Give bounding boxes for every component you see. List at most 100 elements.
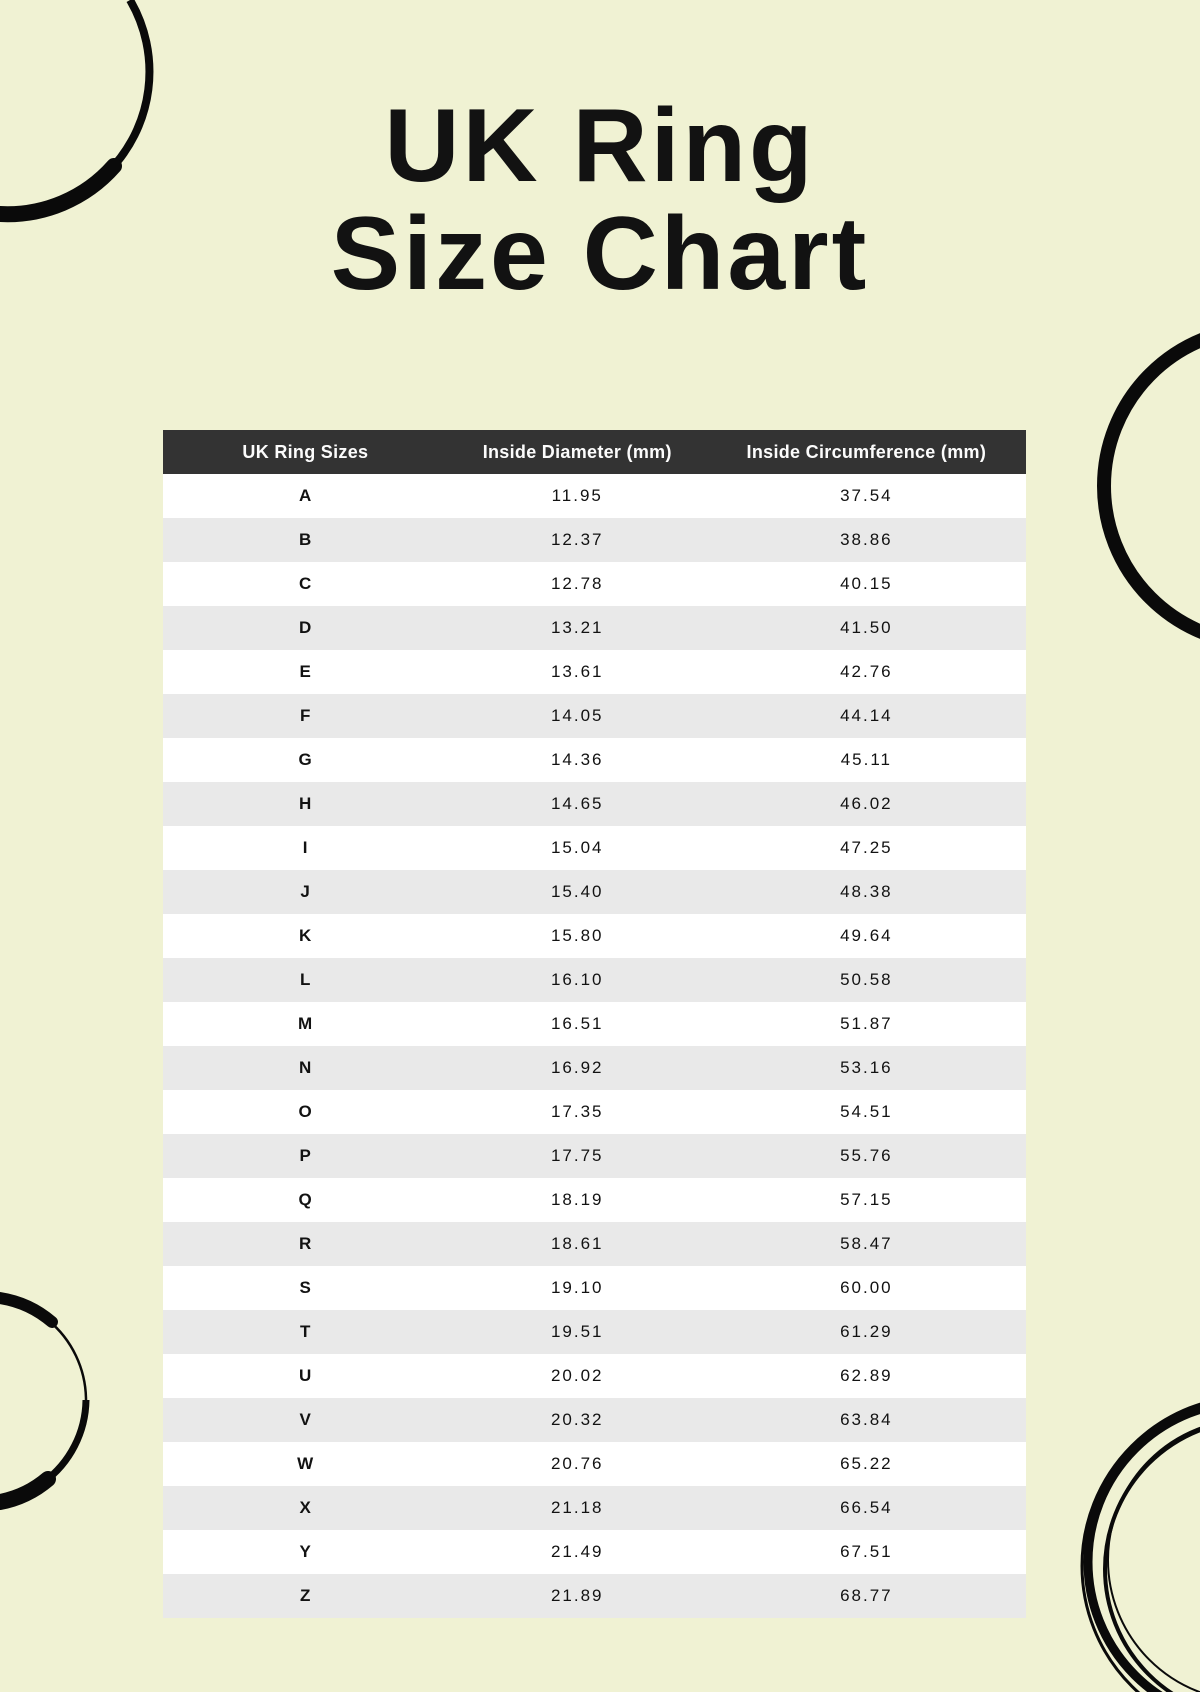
diameter-cell: 21.18 (550, 1498, 604, 1517)
diameter-cell: 13.21 (550, 618, 604, 637)
diameter-cell: 16.10 (550, 970, 604, 989)
ring-size-cell: I (302, 838, 308, 857)
ring-size-cell: H (299, 794, 312, 813)
diameter-cell: 16.92 (550, 1058, 604, 1077)
diameter-cell: 17.35 (550, 1102, 604, 1121)
column-header-ring-sizes: UK Ring Sizes (163, 430, 448, 474)
circumference-cell: 49.64 (840, 926, 893, 945)
ring-size-cell: P (299, 1146, 312, 1165)
table-row: I 15.04 47.25 (163, 826, 1026, 870)
circumference-cell: 68.77 (840, 1586, 893, 1605)
diameter-cell: 12.78 (550, 574, 604, 593)
ring-size-cell: A (299, 486, 312, 505)
table-row: F 14.05 44.14 (163, 694, 1026, 738)
diameter-cell: 19.10 (550, 1278, 604, 1297)
diameter-cell: 11.95 (551, 486, 603, 505)
ring-size-cell: K (299, 926, 312, 945)
ring-size-cell: W (297, 1454, 314, 1473)
diameter-cell: 20.02 (550, 1366, 604, 1385)
ring-size-cell: Q (298, 1190, 313, 1209)
table-row: Z 21.89 68.77 (163, 1574, 1026, 1618)
circumference-cell: 62.89 (840, 1366, 893, 1385)
circumference-cell: 58.47 (840, 1234, 893, 1253)
circumference-cell: 38.86 (840, 530, 893, 549)
diameter-cell: 14.36 (550, 750, 604, 769)
circumference-cell: 50.58 (840, 970, 893, 989)
table-row: L 16.10 50.58 (163, 958, 1026, 1002)
table-row: V 20.32 63.84 (163, 1398, 1026, 1442)
circumference-cell: 54.51 (840, 1102, 893, 1121)
table-row: Y 21.49 67.51 (163, 1530, 1026, 1574)
ring-size-table: UK Ring Sizes Inside Diameter (mm) Insid… (163, 430, 1026, 1618)
table-row: C 12.78 40.15 (163, 562, 1026, 606)
ring-size-cell: Z (299, 1586, 311, 1605)
circumference-cell: 60.00 (840, 1278, 893, 1297)
diameter-cell: 18.61 (550, 1234, 604, 1253)
table-row: S 19.10 60.00 (163, 1266, 1026, 1310)
diameter-cell: 16.51 (550, 1014, 604, 1033)
ring-size-cell: J (300, 882, 311, 901)
circumference-cell: 42.76 (840, 662, 893, 681)
diameter-cell: 13.61 (550, 662, 604, 681)
table-row: P 17.75 55.76 (163, 1134, 1026, 1178)
circumference-cell: 40.15 (840, 574, 893, 593)
circumference-cell: 55.76 (840, 1146, 893, 1165)
brush-circle-bottom-left (0, 1292, 90, 1510)
circumference-cell: 47.25 (840, 838, 893, 857)
table-row: M 16.51 51.87 (163, 1002, 1026, 1046)
diameter-cell: 14.05 (550, 706, 604, 725)
ring-size-cell: X (299, 1498, 312, 1517)
ring-size-cell: C (299, 574, 312, 593)
diameter-cell: 15.80 (550, 926, 604, 945)
diameter-cell: 19.51 (550, 1322, 604, 1341)
page-title: UK Ring Size Chart (0, 92, 1200, 308)
table-row: G 14.36 45.11 (163, 738, 1026, 782)
table-row: H 14.65 46.02 (163, 782, 1026, 826)
column-header-inside-diameter: Inside Diameter (mm) (447, 430, 707, 474)
table-row: U 20.02 62.89 (163, 1354, 1026, 1398)
ring-size-cell: U (299, 1366, 312, 1385)
table-row: N 16.92 53.16 (163, 1046, 1026, 1090)
column-header-inside-circumference: Inside Circumference (mm) (706, 430, 1026, 474)
diameter-cell: 18.19 (550, 1190, 604, 1209)
circumference-cell: 37.54 (840, 486, 893, 505)
diameter-cell: 17.75 (550, 1146, 604, 1165)
circumference-cell: 51.87 (840, 1014, 893, 1033)
circumference-cell: 46.02 (840, 794, 893, 813)
ring-size-cell: V (299, 1410, 312, 1429)
table-row: W 20.76 65.22 (163, 1442, 1026, 1486)
sketch-circle-bottom-right (1080, 1402, 1200, 1692)
table-header-row: UK Ring Sizes Inside Diameter (mm) Insid… (163, 430, 1026, 474)
ring-size-cell: N (299, 1058, 312, 1077)
ring-size-cell: O (298, 1102, 313, 1121)
ring-size-cell: D (299, 618, 312, 637)
ring-size-cell: Y (299, 1542, 312, 1561)
ring-size-cell: L (299, 970, 311, 989)
diameter-cell: 21.49 (550, 1542, 604, 1561)
circumference-cell: 65.22 (840, 1454, 893, 1473)
table-row: O 17.35 54.51 (163, 1090, 1026, 1134)
circumference-cell: 67.51 (840, 1542, 893, 1561)
circumference-cell: 61.29 (840, 1322, 893, 1341)
diameter-cell: 15.04 (550, 838, 604, 857)
circumference-cell: 63.84 (840, 1410, 893, 1429)
ring-size-cell: F (299, 706, 311, 725)
table-row: J 15.40 48.38 (163, 870, 1026, 914)
page-title-line1: UK Ring (384, 88, 816, 204)
circumference-cell: 44.14 (840, 706, 893, 725)
table-row: B 12.37 38.86 (163, 518, 1026, 562)
table-row: R 18.61 58.47 (163, 1222, 1026, 1266)
circumference-cell: 57.15 (840, 1190, 893, 1209)
ring-size-cell: M (298, 1014, 313, 1033)
table-row: X 21.18 66.54 (163, 1486, 1026, 1530)
diameter-cell: 12.37 (550, 530, 604, 549)
circumference-cell: 48.38 (840, 882, 893, 901)
ring-size-cell: R (299, 1234, 312, 1253)
circumference-cell: 53.16 (840, 1058, 893, 1077)
ring-size-cell: B (299, 530, 312, 549)
ring-size-cell: G (298, 750, 313, 769)
circle-outline-right (1097, 333, 1200, 639)
table-row: K 15.80 49.64 (163, 914, 1026, 958)
diameter-cell: 21.89 (550, 1586, 604, 1605)
table-row: E 13.61 42.76 (163, 650, 1026, 694)
